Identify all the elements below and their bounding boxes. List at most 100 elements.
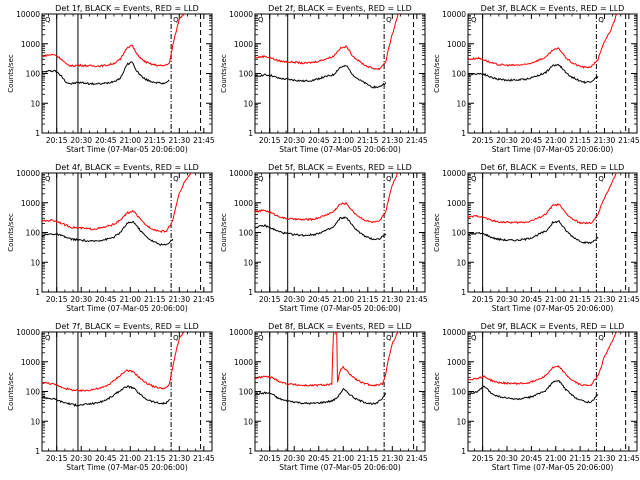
y-tick-label: 10 xyxy=(243,258,253,267)
y-tick-label: 10 xyxy=(456,99,466,108)
q-flag-label: Q xyxy=(598,175,604,183)
events-series-line xyxy=(42,220,174,246)
lld-series-line xyxy=(468,173,618,225)
y-tick-label: 10000 xyxy=(229,10,253,19)
plot-frame xyxy=(467,13,638,134)
chart-title: Det 2f, BLACK = Events, RED = LLD xyxy=(268,4,412,13)
events-series-line xyxy=(468,63,599,85)
x-tick-label: 21:15 xyxy=(357,454,379,463)
y-tick-label: 1000 xyxy=(21,40,40,49)
y-tick-label: 10000 xyxy=(16,10,40,19)
x-tick-label: 20:15 xyxy=(46,136,68,145)
y-tick-label: 10 xyxy=(30,99,40,108)
x-tick-label: 21:30 xyxy=(594,295,616,304)
detector-chart-5: 1 10 100 1000 10000 20:15 20:30 20:45 21:00 21:15… xyxy=(220,163,428,313)
x-tick-label: 21:00 xyxy=(119,454,141,463)
x-tick-label: 20:45 xyxy=(521,136,543,145)
x-tick-label: 21:15 xyxy=(144,454,166,463)
y-tick-label: 1 xyxy=(248,129,253,138)
x-tick-label: 20:45 xyxy=(95,295,117,304)
x-axis-label: Start Time (07-Mar-05 20:06:00) xyxy=(66,304,188,313)
y-axis-label: Counts/sec xyxy=(433,213,441,252)
y-tick-label: 10000 xyxy=(442,169,466,178)
q-flag-label: Q xyxy=(471,16,477,24)
x-tick-label: 20:45 xyxy=(521,454,543,463)
x-tick-label: 21:30 xyxy=(168,136,190,145)
x-axis-label: Start Time (07-Mar-05 20:06:00) xyxy=(492,145,614,154)
x-tick-label: 20:15 xyxy=(472,136,494,145)
plot-frame xyxy=(41,13,213,134)
events-series-line xyxy=(468,380,599,404)
x-tick-label: 21:30 xyxy=(381,454,403,463)
x-tick-label: 20:45 xyxy=(95,136,117,145)
y-tick-label: 1000 xyxy=(21,199,40,208)
y-axis-label: Counts/sec xyxy=(220,213,228,252)
y-tick-label: 100 xyxy=(452,70,467,79)
y-tick-label: 10 xyxy=(30,417,40,426)
y-tick-label: 10000 xyxy=(229,169,253,178)
q-flag-label: Q xyxy=(471,334,477,342)
y-tick-label: 1 xyxy=(248,447,253,456)
q-flag-label: Q xyxy=(471,175,477,183)
y-tick-label: 10 xyxy=(243,99,253,108)
y-tick-label: 10 xyxy=(30,258,40,267)
x-tick-label: 21:45 xyxy=(193,454,215,463)
x-tick-label: 21:30 xyxy=(594,454,616,463)
x-tick-label: 20:15 xyxy=(259,136,281,145)
lld-series-line xyxy=(42,332,186,393)
y-tick-label: 100 xyxy=(26,229,41,238)
q-flag-label: Q xyxy=(598,16,604,24)
lld-series-line xyxy=(255,332,399,387)
y-axis-label: Counts/sec xyxy=(220,372,228,411)
x-tick-label: 20:30 xyxy=(283,136,305,145)
y-tick-label: 1 xyxy=(461,129,466,138)
x-axis-label: Start Time (07-Mar-05 20:06:00) xyxy=(279,145,401,154)
y-tick-label: 1000 xyxy=(447,40,466,49)
lld-series-line xyxy=(255,14,399,71)
y-tick-label: 1000 xyxy=(234,358,253,367)
plot-frame xyxy=(254,13,426,134)
x-tick-label: 21:15 xyxy=(144,136,166,145)
x-axis-label: Start Time (07-Mar-05 20:06:00) xyxy=(66,145,188,154)
x-tick-label: 21:15 xyxy=(144,295,166,304)
y-tick-label: 100 xyxy=(452,229,467,238)
x-tick-label: 21:00 xyxy=(332,136,354,145)
x-axis-label: Start Time (07-Mar-05 20:06:00) xyxy=(279,463,401,472)
detector-chart-8: 1 10 100 1000 10000 20:15 20:30 20:45 21:00 21:15… xyxy=(220,322,428,472)
detector-chart-6: 1 10 100 1000 10000 20:15 20:30 20:45 21:00 21:15… xyxy=(433,163,640,313)
x-tick-label: 21:45 xyxy=(618,295,640,304)
x-tick-label: 20:15 xyxy=(472,295,494,304)
detector-chart-4: 1 10 100 1000 10000 20:15 20:30 20:45 21:00 21:15… xyxy=(7,163,215,313)
y-tick-label: 100 xyxy=(26,70,41,79)
q-flag-label: Q xyxy=(173,175,179,183)
x-tick-label: 21:30 xyxy=(594,136,616,145)
plot-frame xyxy=(254,172,426,293)
x-tick-label: 21:00 xyxy=(332,295,354,304)
x-tick-label: 20:15 xyxy=(259,295,281,304)
x-tick-label: 20:45 xyxy=(308,295,330,304)
events-series-line xyxy=(255,216,387,241)
y-axis-label: Counts/sec xyxy=(7,213,15,252)
y-axis-label: Counts/sec xyxy=(220,54,228,93)
y-tick-label: 1 xyxy=(35,447,40,456)
x-tick-label: 20:30 xyxy=(496,295,518,304)
x-tick-label: 20:15 xyxy=(259,454,281,463)
x-tick-label: 21:30 xyxy=(168,295,190,304)
y-tick-label: 100 xyxy=(452,388,467,397)
detector-chart-3: 1 10 100 1000 10000 20:15 20:30 20:45 21:00 21:15… xyxy=(433,4,640,154)
q-flag-label: Q xyxy=(386,175,392,183)
x-tick-label: 21:15 xyxy=(357,295,379,304)
detector-chart-1: 1 10 100 1000 10000 20:15 20:30 20:45 21:00 21:15… xyxy=(7,4,215,154)
plot-frame xyxy=(41,331,213,452)
chart-title: Det 9f, BLACK = Events, RED = LLD xyxy=(481,322,625,331)
x-tick-label: 21:30 xyxy=(381,295,403,304)
x-tick-label: 20:45 xyxy=(308,136,330,145)
q-flag-label: Q xyxy=(45,16,51,24)
x-tick-label: 21:00 xyxy=(119,295,141,304)
x-axis-label: Start Time (07-Mar-05 20:06:00) xyxy=(492,463,614,472)
y-tick-label: 100 xyxy=(239,388,254,397)
q-flag-label: Q xyxy=(386,334,392,342)
x-tick-label: 21:45 xyxy=(406,295,428,304)
x-tick-label: 20:30 xyxy=(283,295,305,304)
